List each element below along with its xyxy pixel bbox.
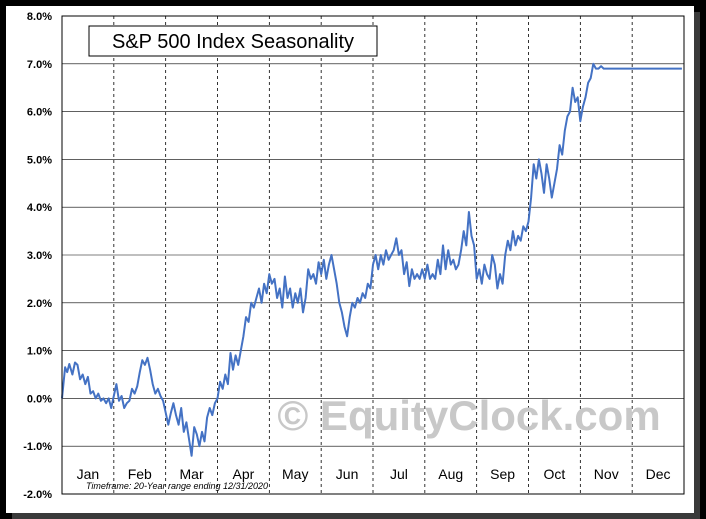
x-tick-label-jul: Jul: [390, 466, 408, 482]
watermark-text: © EquityClock.com: [277, 392, 660, 439]
x-tick-label-sep: Sep: [490, 466, 515, 482]
y-tick-label: 1.0%: [27, 346, 52, 358]
y-tick-label: -1.0%: [23, 441, 52, 453]
x-tick-label-feb: Feb: [128, 466, 152, 482]
horizontal-gridlines: [62, 63, 684, 447]
plot-area-border: [61, 15, 685, 495]
title-box: S&P 500 Index Seasonality: [88, 25, 378, 57]
x-tick-label-apr: Apr: [233, 466, 255, 482]
timeframe-footnote: Timeframe: 20-Year range ending 12/31/20…: [86, 481, 268, 491]
y-axis-labels: 8.0% 7.0% 6.0% 5.0% 4.0% 3.0% 2.0% 1.0% 0.0% -1.0…: [23, 11, 52, 501]
x-tick-label-oct: Oct: [544, 466, 566, 482]
y-tick-label: 7.0%: [27, 59, 52, 71]
x-tick-label-aug: Aug: [438, 466, 463, 482]
y-tick-label: 8.0%: [27, 11, 52, 23]
x-tick-label-nov: Nov: [594, 466, 619, 482]
chart-panel: © EquityClock.com 8.0% 7.0% 6.0% 5.0% 4.0% 3.…: [6, 6, 694, 513]
x-tick-label-dec: Dec: [646, 466, 671, 482]
y-tick-label: 0.0%: [27, 393, 52, 405]
x-tick-label-jan: Jan: [77, 466, 100, 482]
y-tick-label: 3.0%: [27, 250, 52, 262]
x-tick-label-jun: Jun: [336, 466, 359, 482]
x-axis-labels: Jan Feb Mar Apr May Jun Jul Aug Sep Oct Nov Dec: [77, 466, 671, 482]
y-tick-label: 6.0%: [27, 107, 52, 119]
y-tick-label: 2.0%: [27, 298, 52, 310]
x-tick-label-may: May: [282, 466, 308, 482]
seasonality-chart: © EquityClock.com 8.0% 7.0% 6.0% 5.0% 4.0% 3.…: [23, 11, 685, 501]
chart-title: S&P 500 Index Seasonality: [112, 31, 354, 53]
y-tick-label: 4.0%: [27, 202, 52, 214]
x-tick-label-mar: Mar: [180, 466, 204, 482]
y-tick-label: 5.0%: [27, 154, 52, 166]
series-line: [61, 62, 682, 457]
y-tick-label: -2.0%: [23, 489, 52, 501]
